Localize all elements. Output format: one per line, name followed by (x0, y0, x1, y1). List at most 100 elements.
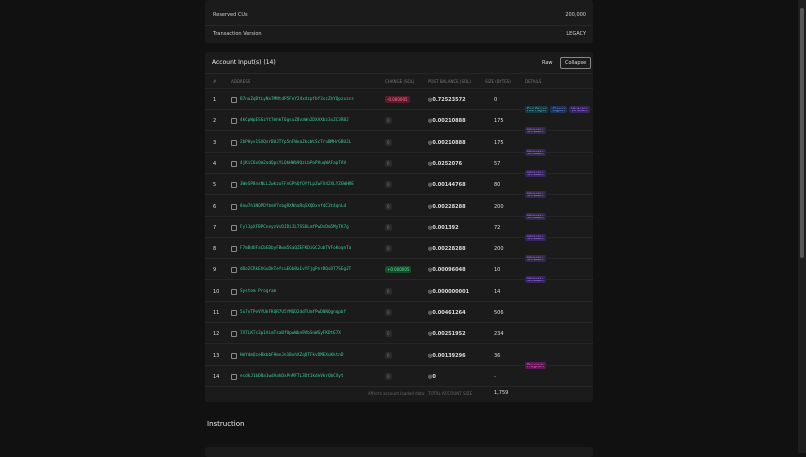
row-index: 3 (213, 139, 217, 146)
row-index: 6 (213, 203, 217, 210)
account-address[interactable]: 5u7nTPeVYUkFKQR7U5YMQD2ddTUmfPwD8NQgnqpb… (240, 310, 347, 315)
copy-icon[interactable] (231, 224, 237, 231)
account-address[interactable]: 3WeSP8nsNLL2wkzuFFnGPhQfQYfLpZwFX42XLYZG… (240, 182, 354, 188)
account-address[interactable]: 7XTLKTc3p1AimTsaBfUpwWbn9VbSnWSyFKDtE7X (240, 331, 341, 337)
column-header: # (213, 79, 217, 84)
copy-icon[interactable] (231, 182, 237, 189)
details: Fee PayerSignerWritable (525, 96, 592, 115)
copy-icon[interactable] (231, 331, 237, 338)
divider (205, 258, 593, 260)
account-address[interactable]: HmYdmQzeBkbbFHmnJe1BuhXZqQTFkvDMEXuKktnD (240, 352, 344, 358)
account-size: 72 (494, 224, 501, 231)
divider (205, 300, 593, 302)
copy-icon[interactable] (231, 139, 237, 146)
account-address[interactable]: 4jKiC6xQm2odQpcYLQkHWb9QzLbPoPVuqWAFapTA… (240, 160, 347, 166)
post-balance: ◎0.00144768 (428, 182, 466, 189)
account-address[interactable]: 2bPHyv1SXQsrBUJTYp5nFWeaZkcWcScTruBMHrGB… (240, 139, 352, 145)
copy-icon[interactable] (231, 267, 237, 274)
divider (205, 194, 593, 196)
collapse-button[interactable]: Collapse (560, 57, 592, 69)
copy-icon[interactable] (231, 203, 237, 210)
account-size: - (494, 373, 496, 380)
details: Writable (525, 181, 548, 200)
row-index: 4 (213, 160, 217, 167)
account-address[interactable]: 8nw7h1NQPDfbmV7sbgRXNhaRqSXQDxnf4C3t4qnL… (240, 203, 347, 209)
account-address[interactable]: dDoZCRkEhGuDkTefcuEGbBaIvYFjgPnrBQsDT7SE… (240, 267, 352, 273)
account-address[interactable]: B7nuZqBtLyNx7MNtdP5FeY24x4zpfbf3scZhYQpz… (240, 97, 354, 102)
divider (205, 25, 593, 26)
column-header: POST BALANCE (SOL) (428, 79, 471, 84)
row-index: 14 (213, 373, 220, 380)
account-size: 36 (494, 352, 501, 359)
footer-label: Affects account loaded data: (368, 391, 426, 396)
post-balance: ◎0.00461264 (428, 310, 466, 316)
account-address[interactable]: Fyl1pXFBPCneyzVsDJDiJL7SS6LmfPwDsDm5MyTK… (240, 224, 349, 230)
raw-button[interactable]: Raw (542, 60, 553, 66)
copy-icon[interactable] (231, 373, 237, 380)
post-balance: ◎0.00251952 (428, 331, 466, 338)
sol-change: 0 (385, 138, 392, 146)
post-balance: ◎0.001392 (428, 224, 459, 231)
divider (205, 385, 593, 387)
summary-value: 200,000 (565, 12, 586, 18)
row-index: 7 (213, 224, 217, 231)
sol-change: -0.000005 (385, 96, 410, 103)
account-size: 234 (494, 331, 504, 338)
post-balance: ◎0.72523572 (428, 97, 466, 103)
row-index: 10 (213, 288, 220, 295)
row-index: 13 (213, 352, 220, 359)
copy-icon[interactable] (231, 97, 237, 103)
column-header: DETAILS (525, 79, 542, 84)
account-size: 57 (494, 160, 501, 167)
column-header: CHANGE (SOL) (385, 79, 415, 84)
footer-total-label: TOTAL ACCOUNT SIZE (428, 391, 472, 396)
instruction-panel (205, 447, 593, 457)
footer-total: 1,759 (494, 390, 509, 396)
account-size: 200 (494, 203, 504, 210)
section-title: Instruction (207, 420, 245, 428)
details: Writable (525, 139, 548, 158)
account-size: 200 (494, 246, 504, 253)
divider (205, 215, 593, 217)
summary-label: Transaction Version (213, 31, 262, 37)
post-balance: ◎0.00210888 (428, 139, 466, 146)
sol-change: 0 (385, 223, 392, 231)
divider (205, 322, 593, 323)
post-balance: ◎0.00139296 (428, 352, 466, 359)
account-size: 10 (494, 267, 501, 274)
divider (205, 172, 593, 174)
details: Writable (525, 160, 548, 179)
sol-change: 0 (385, 351, 392, 359)
account-address[interactable]: ecdkJ1bDBa1wdAahDxPnMFTL3Dt1kdeVkrQbCXyt (240, 373, 344, 379)
account-size: 14 (494, 288, 501, 295)
copy-icon[interactable] (231, 160, 237, 167)
copy-icon[interactable] (231, 310, 237, 316)
row-index: 2 (213, 118, 217, 125)
account-address[interactable]: System Program (240, 288, 277, 294)
post-balance: ◎0.00210888 (428, 118, 466, 125)
sol-change: 0 (385, 287, 392, 295)
post-balance: ◎0.000000001 (428, 288, 470, 295)
account-address[interactable]: F7mBdUFaCbEDbyFBwm5SaQZEFKDiGC2ubTVFoKoq… (240, 246, 352, 252)
row-index: 1 (213, 97, 217, 103)
account-size: 175 (494, 139, 504, 146)
details: Writable (525, 245, 548, 264)
copy-icon[interactable] (231, 288, 237, 295)
copy-icon[interactable] (231, 118, 237, 125)
copy-icon[interactable] (231, 246, 237, 253)
details: Writable (525, 203, 548, 222)
scrollbar[interactable] (798, 0, 806, 453)
copy-icon[interactable] (231, 352, 237, 359)
scroll-thumb[interactable] (800, 8, 804, 258)
details: Writable (525, 224, 548, 243)
divider (205, 279, 593, 281)
row-index: 5 (213, 182, 217, 189)
row-index: 12 (213, 331, 220, 338)
column-header: ADDRESS (231, 79, 251, 84)
details: Program (525, 352, 548, 371)
sol-change: 0 (385, 372, 392, 380)
sol-change: 0 (385, 117, 392, 125)
account-address[interactable]: 4kCpWpESGzYt7mhkT6gsuZ8vaWn2DXAXbz3xZC3R… (240, 118, 349, 124)
summary-panel (205, 0, 593, 43)
divider (205, 151, 593, 153)
